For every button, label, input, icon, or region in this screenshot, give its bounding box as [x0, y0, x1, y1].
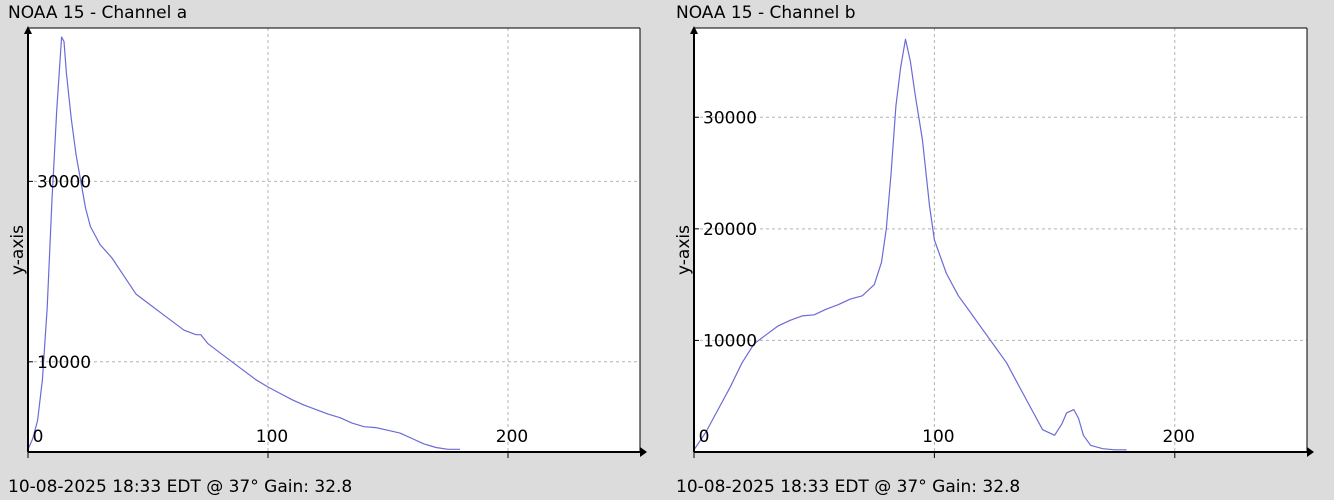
plot-area [28, 28, 640, 452]
chart-title: NOAA 15 - Channel a [8, 3, 188, 23]
chart-footer: 10-08-2025 18:33 EDT @ 37° Gain: 32.8 [8, 477, 353, 497]
chart-panel-channel-a: NOAA 15 - Channel a 0 100 200 10000 30000 y-a… [8, 3, 647, 497]
x-tick-label: 200 [496, 427, 528, 447]
series-line [693, 38, 1127, 451]
x-tick-label: 100 [922, 427, 954, 447]
chart-footer: 10-08-2025 18:33 EDT @ 37° Gain: 32.8 [676, 477, 1021, 497]
plot-area [694, 28, 1307, 452]
x-axis-arrow [1307, 447, 1314, 457]
series-line [27, 36, 460, 450]
y-axis-arrow [24, 26, 32, 34]
x-axis-arrow [640, 447, 647, 457]
y-tick-label: 30000 [37, 172, 91, 192]
y-tick-label: 10000 [703, 331, 757, 351]
y-tick-label: 20000 [703, 220, 757, 240]
x-tick-label: 0 [33, 427, 44, 447]
y-tick-label: 10000 [37, 353, 91, 373]
chart-panel-channel-b: NOAA 15 - Channel b 0 100 200 10000 20000 300… [667, 0, 1334, 500]
y-axis-label: y-axis [8, 225, 28, 275]
chart-title: NOAA 15 - Channel b [676, 3, 856, 23]
line-chart: 0 100 200 10000 30000 y-axis [8, 26, 647, 458]
x-tick-label: 0 [699, 427, 710, 447]
y-tick-label: 30000 [703, 108, 757, 128]
y-axis-label: y-axis [674, 225, 694, 275]
y-axis-arrow [690, 26, 698, 34]
x-tick-label: 100 [256, 427, 288, 447]
x-tick-label: 200 [1163, 427, 1195, 447]
line-chart: 0 100 200 10000 20000 30000 y-axis [674, 26, 1314, 458]
